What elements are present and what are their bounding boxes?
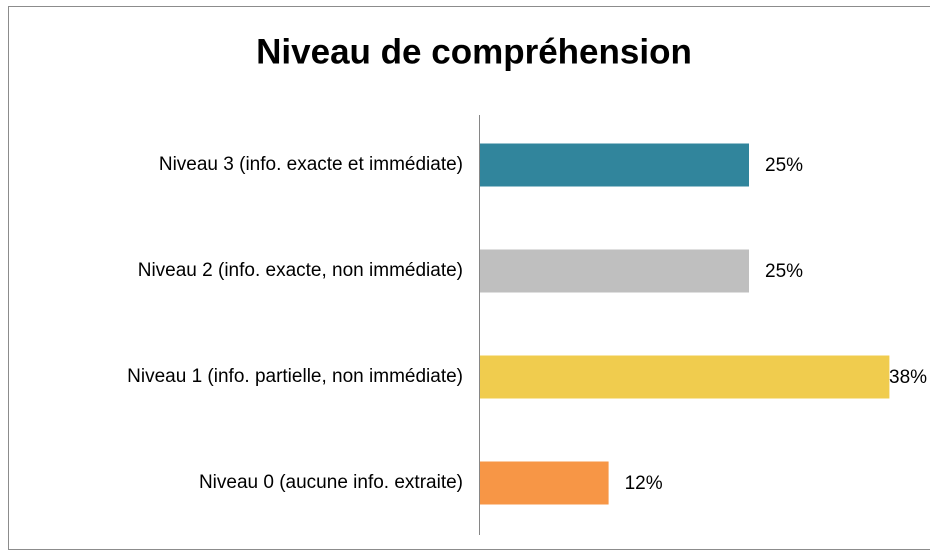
- y-tick-label: Niveau 2 (info. exacte, non immédiate): [138, 260, 463, 281]
- value-label: 12%: [625, 473, 663, 494]
- bar: [479, 143, 749, 187]
- value-label: 25%: [765, 261, 803, 282]
- value-label: 38%: [889, 367, 927, 388]
- bar: [479, 461, 609, 505]
- y-tick-label: Niveau 1 (info. partielle, non immédiate…: [127, 366, 463, 387]
- chart-title: Niveau de compréhension: [256, 32, 692, 71]
- value-label: 25%: [765, 155, 803, 176]
- bar: [479, 355, 890, 399]
- y-tick-label: Niveau 0 (aucune info. extraite): [199, 472, 463, 493]
- chart-frame: [8, 6, 930, 550]
- y-tick-label: Niveau 3 (info. exacte et immédiate): [159, 154, 463, 175]
- bar: [479, 249, 749, 293]
